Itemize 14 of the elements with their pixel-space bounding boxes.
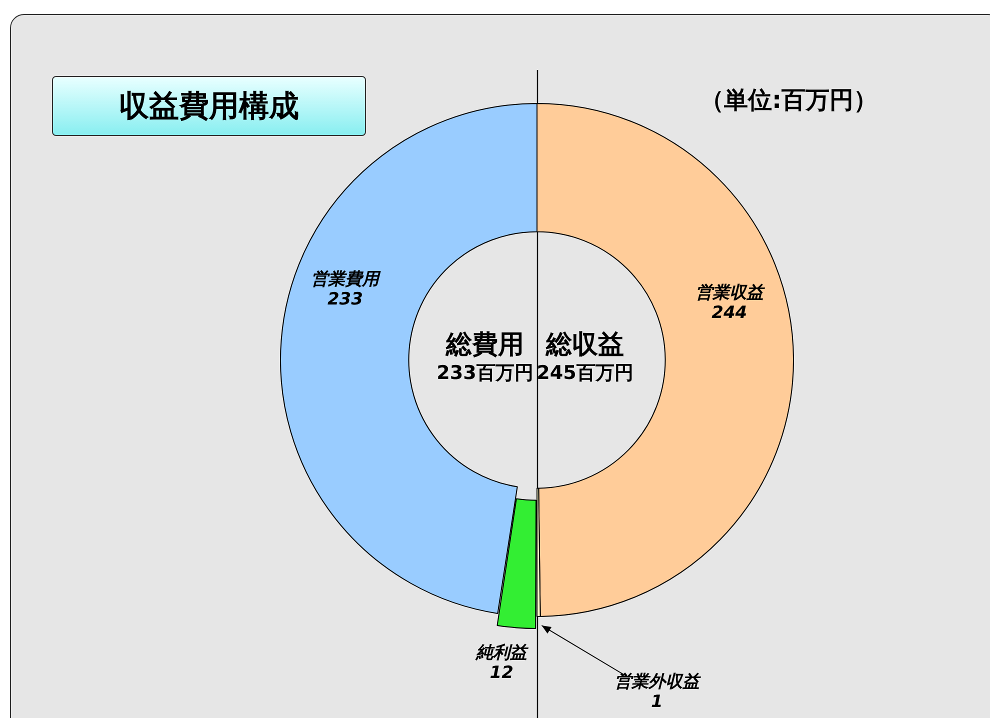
text: 総収益 <box>545 330 624 360</box>
slice-label: 純利益 <box>475 643 530 664</box>
data-label: 12 <box>490 663 514 684</box>
data-label: 1 <box>651 692 663 712</box>
slice-label: 営業外収益 <box>614 672 702 692</box>
slice-label: 営業収益 <box>695 283 766 304</box>
slice-label: 営業費用 <box>311 270 382 290</box>
text: 245百万円 <box>536 362 634 384</box>
chart-title: 収益費用構成 <box>52 76 366 136</box>
text: 233百万円 <box>436 362 534 384</box>
text: 総費用 <box>445 330 524 360</box>
data-label: 244 <box>712 303 748 324</box>
data-label: 233 <box>327 290 363 310</box>
chart-subtitle: （単位:百万円） <box>700 85 878 116</box>
